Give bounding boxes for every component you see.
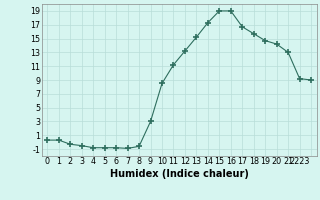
- X-axis label: Humidex (Indice chaleur): Humidex (Indice chaleur): [110, 169, 249, 179]
